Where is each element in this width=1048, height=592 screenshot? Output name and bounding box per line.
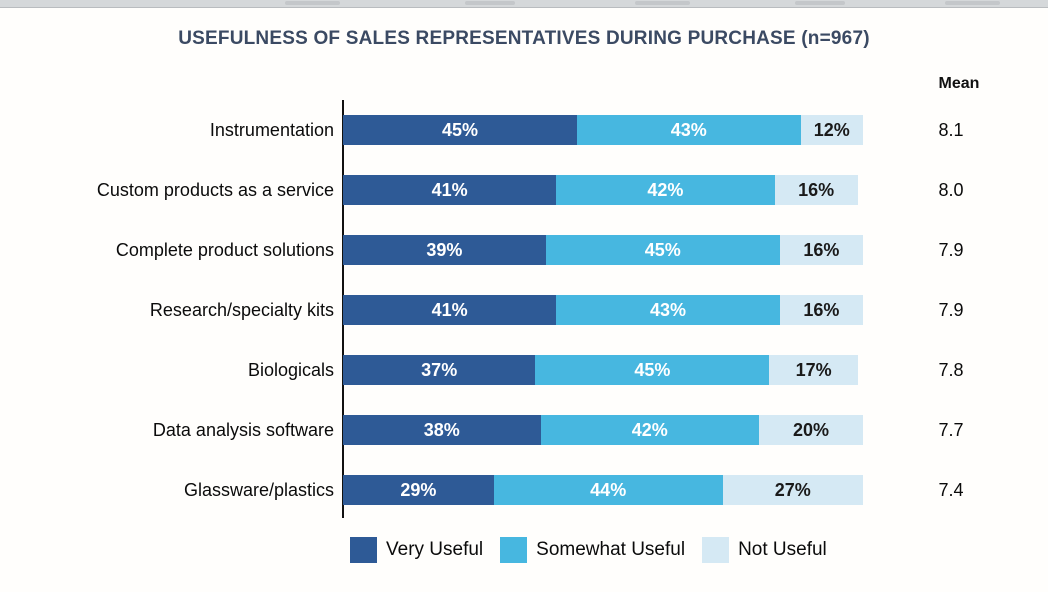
category-label-glassware-plastics: Glassware/plastics	[183, 480, 334, 500]
bar-segment-very-useful: 41%	[343, 295, 557, 325]
bar-row-complete-product-solutions: 39% 45% 16%	[343, 235, 863, 265]
bar-row-instrumentation: 45% 43% 12%	[343, 115, 863, 145]
bar-segment-not-useful: 16%	[774, 175, 858, 205]
legend-swatch-not-useful	[702, 537, 730, 563]
chrome-smudge	[285, 1, 340, 5]
bar-segment-not-useful: 20%	[758, 415, 863, 445]
legend-item-very-useful: Very Useful	[350, 537, 483, 563]
mean-value-instrumentation: 8.1	[938, 120, 964, 140]
chrome-smudge	[795, 1, 845, 5]
category-label-data-analysis-software: Data analysis software	[152, 420, 334, 440]
bar-segment-very-useful: 38%	[343, 415, 541, 445]
chrome-smudge	[945, 1, 1000, 5]
bar-segment-very-useful: 29%	[343, 475, 494, 505]
bar-segment-not-useful: 16%	[779, 295, 863, 325]
bar-segment-somewhat-useful: 42%	[540, 415, 759, 445]
mean-value-data-analysis-software: 7.7	[938, 420, 964, 440]
legend-label-not-useful: Not Useful	[738, 539, 827, 560]
category-label-instrumentation: Instrumentation	[209, 120, 334, 140]
bar-segment-very-useful: 41%	[343, 175, 557, 205]
category-label-custom-products-as-a-service: Custom products as a service	[96, 180, 334, 200]
category-label-biologicals: Biologicals	[247, 360, 334, 380]
bar-row-biologicals: 37% 45% 17%	[343, 355, 858, 385]
bar-row-glassware-plastics: 29% 44% 27%	[343, 475, 863, 505]
bar-segment-not-useful: 16%	[779, 235, 863, 265]
mean-column-header: Mean	[938, 75, 980, 92]
bar-segment-very-useful: 39%	[343, 235, 546, 265]
mean-value-complete-product-solutions: 7.9	[938, 240, 964, 260]
bar-segment-somewhat-useful: 42%	[556, 175, 775, 205]
chart-title: USEFULNESS OF SALES REPRESENTATIVES DURI…	[178, 28, 870, 49]
y-axis-line	[342, 100, 344, 518]
bar-segment-somewhat-useful: 43%	[577, 115, 801, 145]
category-label-complete-product-solutions: Complete product solutions	[115, 240, 334, 260]
mean-value-biologicals: 7.8	[938, 360, 964, 380]
bar-row-custom-products-as-a-service: 41% 42% 16%	[343, 175, 858, 205]
bar-segment-very-useful: 37%	[343, 355, 536, 385]
legend-swatch-somewhat-useful	[500, 537, 528, 563]
bar-segment-somewhat-useful: 43%	[556, 295, 780, 325]
bar-segment-not-useful: 12%	[800, 115, 863, 145]
category-label-research-specialty-kits: Research/specialty kits	[149, 300, 334, 320]
bar-row-research-specialty-kits: 41% 43% 16%	[343, 295, 863, 325]
mean-value-research-specialty-kits: 7.9	[938, 300, 964, 320]
bar-segment-somewhat-useful: 45%	[545, 235, 780, 265]
bar-row-data-analysis-software: 38% 42% 20%	[343, 415, 863, 445]
legend-label-very-useful: Very Useful	[386, 539, 484, 560]
mean-value-custom-products-as-a-service: 8.0	[938, 180, 964, 200]
chrome-smudge	[465, 1, 515, 5]
bar-segment-somewhat-useful: 45%	[535, 355, 770, 385]
legend-swatch-very-useful	[350, 537, 377, 563]
legend-item-not-useful: Not Useful	[702, 537, 827, 563]
mean-value-glassware-plastics: 7.4	[938, 480, 964, 500]
legend-item-somewhat-useful: Somewhat Useful	[500, 537, 685, 563]
legend: Very Useful Somewhat Useful Not Useful	[350, 537, 844, 563]
bar-segment-very-useful: 45%	[343, 115, 577, 145]
bar-segment-not-useful: 17%	[769, 355, 858, 385]
window-chrome-strip	[0, 0, 1048, 8]
legend-label-somewhat-useful: Somewhat Useful	[536, 539, 686, 560]
bar-segment-somewhat-useful: 44%	[493, 475, 723, 505]
bar-segment-not-useful: 27%	[722, 475, 863, 505]
chrome-smudge	[635, 1, 690, 5]
